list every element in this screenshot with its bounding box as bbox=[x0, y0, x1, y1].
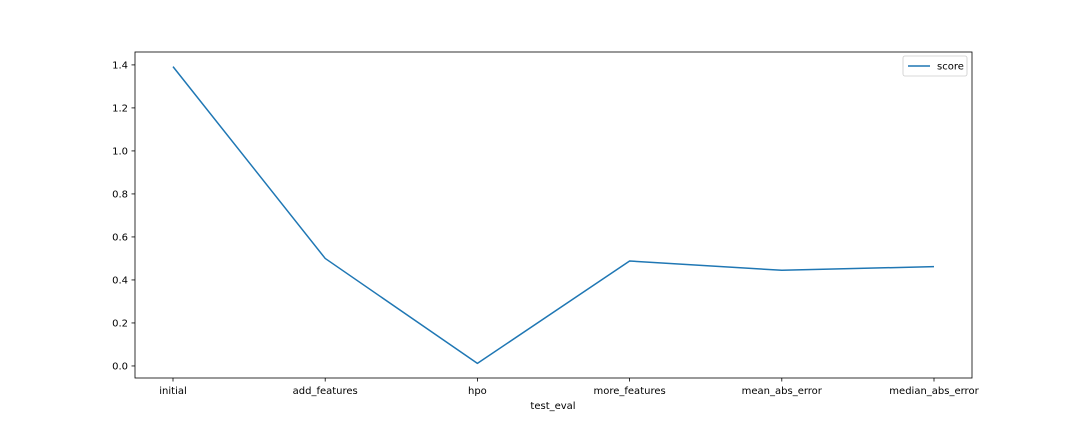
y-tick-label: 0.2 bbox=[112, 318, 128, 329]
x-tick-label: mean_abs_error bbox=[742, 386, 823, 397]
x-axis-label: test_eval bbox=[530, 401, 575, 412]
y-tick-label: 1.0 bbox=[112, 146, 128, 157]
series-line-score bbox=[172, 66, 935, 365]
x-tick-label: more_features bbox=[593, 386, 665, 397]
x-tick-label: add_features bbox=[293, 386, 358, 397]
legend: score bbox=[902, 55, 968, 77]
y-tick-label: 0.4 bbox=[112, 275, 128, 286]
y-tick-label: 1.4 bbox=[112, 60, 128, 71]
y-tick-label: 0.8 bbox=[112, 189, 128, 200]
legend-box bbox=[902, 55, 968, 77]
x-axis-ticks: initial add_features hpo more_features mean_… bbox=[159, 378, 980, 397]
y-tick-label: 0.0 bbox=[112, 361, 128, 372]
plot-frame bbox=[134, 51, 973, 379]
y-tick-label: 1.2 bbox=[112, 103, 128, 114]
y-axis-ticks: 0.0 0.2 0.4 0.6 0.8 1.0 1.2 1.4 bbox=[112, 60, 135, 372]
x-tick-label: median_abs_error bbox=[889, 386, 979, 397]
legend-label-score: score bbox=[937, 62, 964, 73]
series-lines bbox=[172, 66, 935, 365]
x-tick-label: initial bbox=[159, 386, 187, 397]
y-tick-label: 0.6 bbox=[112, 232, 128, 243]
x-tick-label: hpo bbox=[468, 386, 487, 397]
